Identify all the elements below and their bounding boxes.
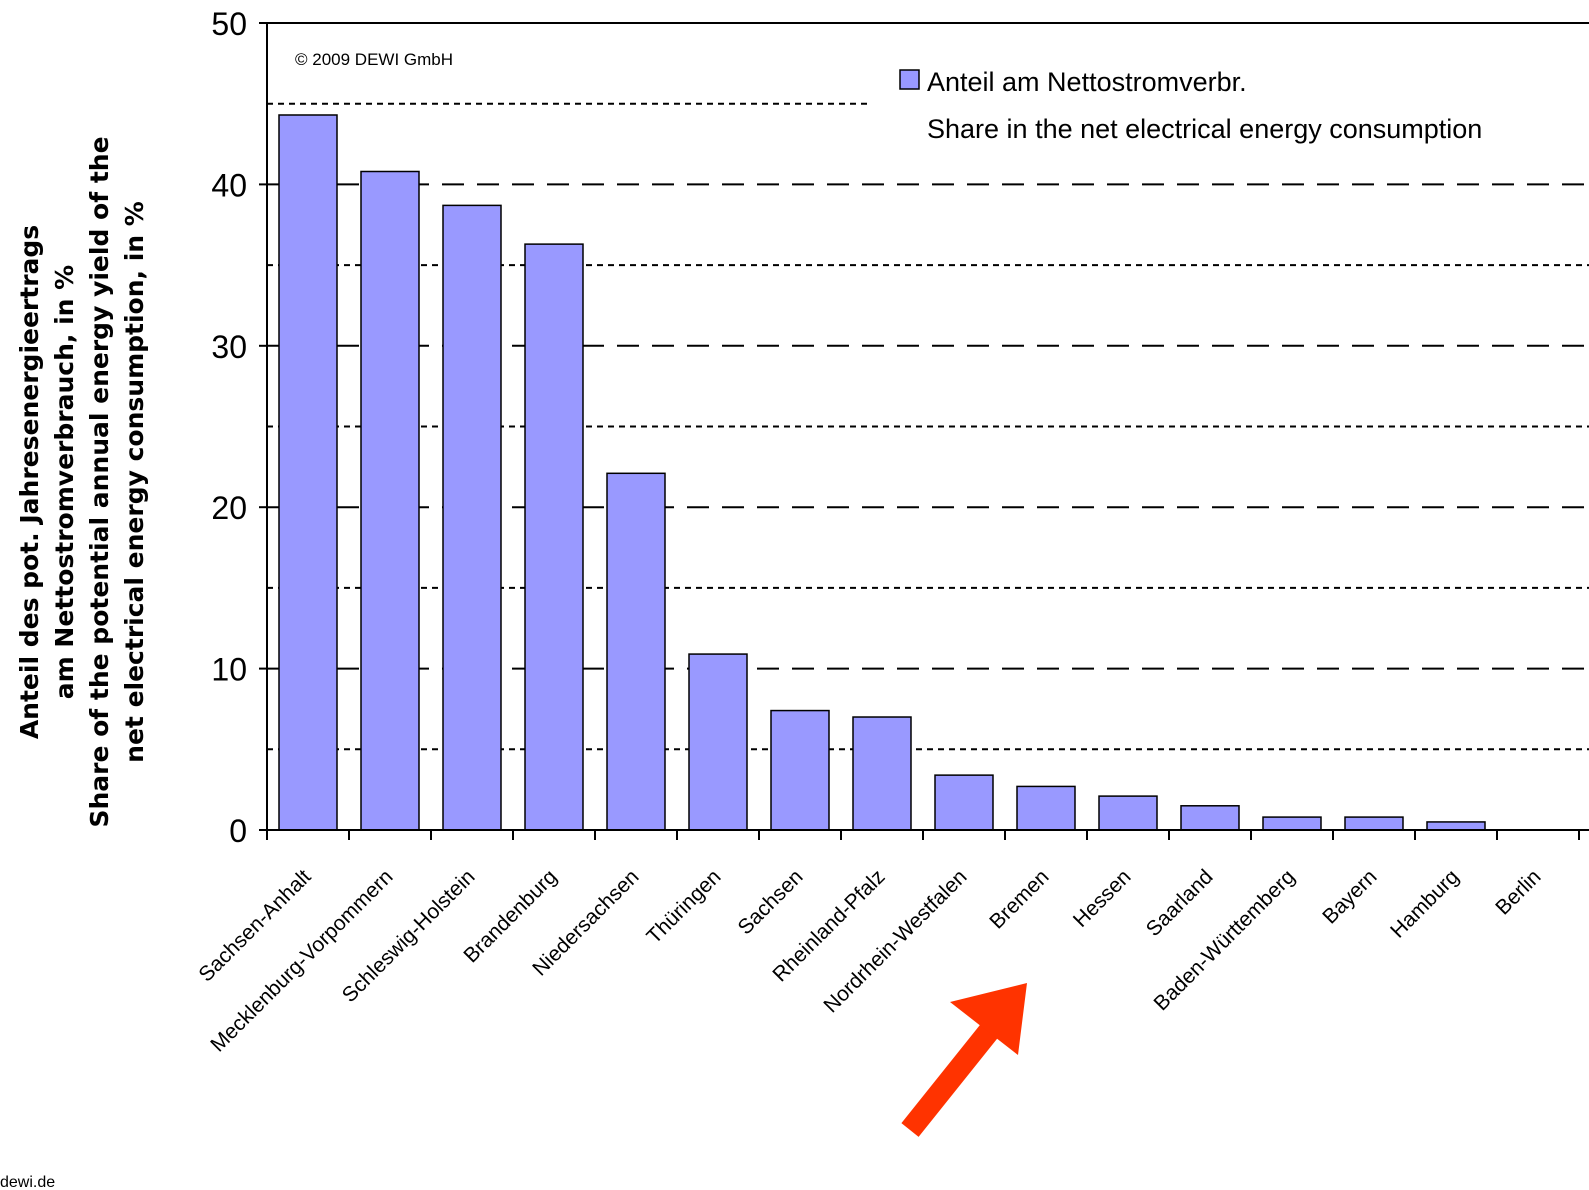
legend-background bbox=[868, 92, 1589, 150]
y-axis-title: Anteil des pot. Jahresenergieertrags am … bbox=[15, 136, 149, 827]
x-tick-label: Thüringen bbox=[642, 865, 725, 948]
copyright-note: © 2009 DEWI GmbH bbox=[295, 50, 453, 69]
x-tick-labels: Sachsen-AnhaltMecklenburg-VorpommernSchl… bbox=[194, 865, 1545, 1056]
x-tick-label: Hamburg bbox=[1386, 865, 1463, 942]
legend-label-line-1: Anteil am Nettostromverbr. bbox=[927, 67, 1247, 97]
bars-group bbox=[278, 114, 1486, 831]
legend-label-line-2: Share in the net electrical energy consu… bbox=[927, 114, 1482, 144]
y-axis-title-line-2: am Nettostromverbrauch, in % bbox=[50, 265, 79, 699]
bar-schleswig-holstein bbox=[442, 204, 502, 831]
x-tick-label: Hessen bbox=[1069, 865, 1136, 932]
x-tick-label: Sachsen bbox=[733, 865, 807, 939]
y-tick-label: 40 bbox=[211, 167, 247, 203]
y-tick-label: 10 bbox=[211, 652, 247, 688]
bar-saarland bbox=[1180, 805, 1240, 831]
legend-swatch bbox=[899, 69, 920, 90]
bar-thüringen bbox=[688, 653, 748, 831]
y-axis-title-line-3: Share of the potential annual energy yie… bbox=[85, 136, 114, 827]
bar-nordrhein-westfalen bbox=[934, 774, 994, 831]
bar-sachsen-anhalt bbox=[278, 114, 338, 831]
y-tick-labels: 0 10 20 30 40 50 bbox=[211, 6, 247, 849]
y-tick-label: 0 bbox=[229, 813, 247, 849]
bar-sachsen bbox=[770, 709, 830, 831]
y-tick-label: 20 bbox=[211, 490, 247, 526]
bar-hamburg bbox=[1426, 821, 1486, 831]
bar-brandenburg bbox=[524, 243, 584, 831]
legend: Anteil am Nettostromverbr. Share in the … bbox=[868, 67, 1589, 150]
x-tick-label: Nordrhein-Westfalen bbox=[819, 865, 971, 1017]
arrow-shaft bbox=[901, 1023, 999, 1137]
y-axis-title-line-4: net electrical energy consumption, in % bbox=[120, 201, 149, 763]
bar-niedersachsen bbox=[606, 472, 666, 831]
x-tick-label: Bayern bbox=[1318, 865, 1381, 928]
bar-rheinland-pfalz bbox=[852, 716, 912, 831]
axes bbox=[259, 22, 1589, 840]
y-tick-label: 50 bbox=[211, 6, 247, 42]
bar-hessen bbox=[1098, 795, 1158, 831]
x-tick-label: Berlin bbox=[1491, 865, 1545, 919]
arrow-head bbox=[950, 983, 1027, 1055]
x-tick-label: Bremen bbox=[985, 865, 1053, 933]
footer-source: dewi.de bbox=[0, 1174, 55, 1190]
x-tick-label: Baden-Württemberg bbox=[1150, 865, 1300, 1015]
bar-baden-württemberg bbox=[1262, 816, 1322, 831]
bar-bayern bbox=[1344, 816, 1404, 831]
x-tick-label: Saarland bbox=[1142, 865, 1218, 941]
red-arrow-annotation bbox=[901, 983, 1027, 1137]
y-tick-label: 30 bbox=[211, 329, 247, 365]
y-axis-title-line-1: Anteil des pot. Jahresenergieertrags bbox=[15, 225, 44, 739]
bar-mecklenburg-vorpommern bbox=[360, 170, 420, 831]
bar-bremen bbox=[1016, 785, 1076, 831]
